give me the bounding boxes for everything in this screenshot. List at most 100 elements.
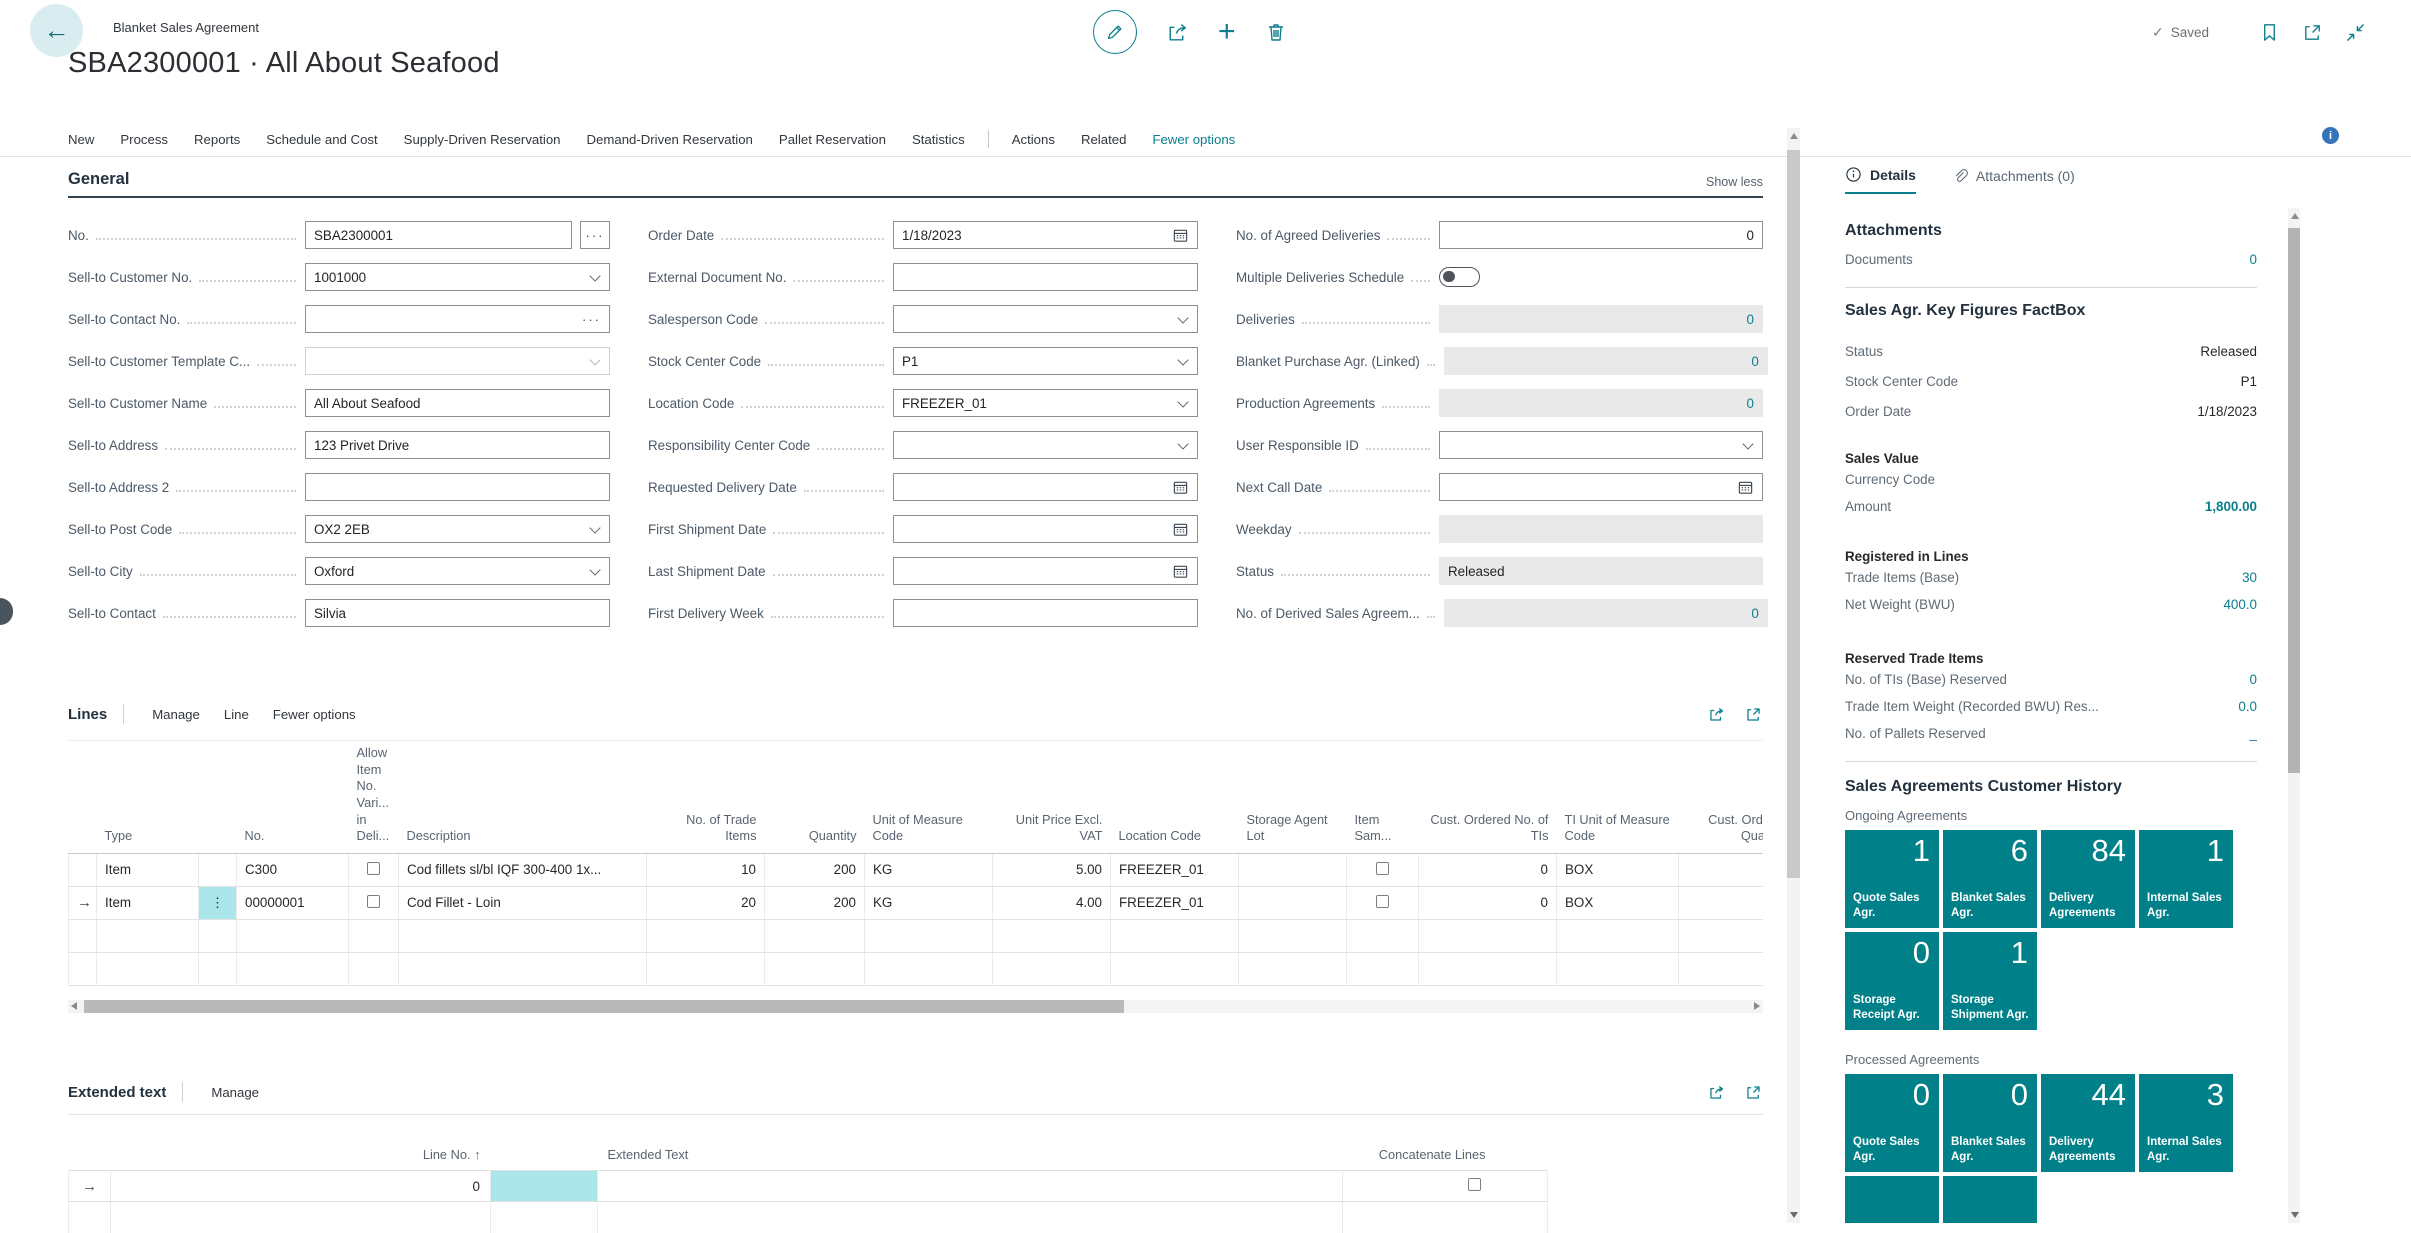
cue-partial[interactable] (1943, 1176, 2037, 1223)
menu-demand-driven-reservation[interactable]: Demand-Driven Reservation (586, 131, 753, 147)
first-delivery-week-field[interactable] (893, 599, 1198, 627)
assist-edit-icon[interactable]: ··· (582, 311, 601, 327)
calendar-icon[interactable] (1172, 521, 1189, 538)
cell-no-of-trade-items[interactable]: 20 (646, 886, 765, 920)
col-allow-variance[interactable]: Allow Item No. Vari... in Deli... (348, 741, 399, 854)
col-item-sample[interactable]: Item Sam... (1346, 741, 1419, 854)
cell-storage-agent-lot[interactable] (1238, 886, 1347, 920)
cue-storage-receipt-agr[interactable]: 0 Storage Receipt Agr. (1845, 932, 1939, 1030)
col-quantity[interactable]: Quantity (764, 741, 865, 854)
back-button[interactable]: ← (30, 4, 83, 57)
last-shipment-date-field[interactable] (893, 557, 1198, 585)
menu-new[interactable]: New (68, 131, 95, 147)
sell-to-customer-name-field[interactable]: All About Seafood (305, 389, 610, 417)
calendar-icon[interactable] (1172, 563, 1189, 580)
next-call-date-field[interactable] (1439, 473, 1763, 501)
cell-ti-unit-of-measure[interactable]: BOX (1556, 886, 1679, 920)
row-more-options-button[interactable]: ⋮ (198, 886, 237, 920)
scroll-up-icon[interactable] (1789, 133, 1798, 139)
sell-to-address-2-field[interactable] (305, 473, 610, 501)
scroll-down-icon[interactable] (2290, 1212, 2299, 1218)
cell-allow-variance[interactable] (348, 886, 399, 920)
assist-edit-button[interactable]: ··· (580, 221, 610, 249)
responsibility-center-code-field[interactable] (893, 431, 1198, 459)
pane-handle[interactable] (0, 598, 13, 625)
cell-description[interactable]: Cod Fillet - Loin (398, 886, 647, 920)
tab-attachments[interactable]: Attachments (0) (1952, 166, 2075, 194)
menu-schedule-and-cost[interactable]: Schedule and Cost (266, 131, 378, 147)
sell-to-contact-no-field[interactable]: ··· (305, 305, 610, 333)
col-cust-ordered-tis[interactable]: Cust. Ordered No. of TIs (1418, 741, 1557, 854)
open-in-window-icon[interactable] (1744, 705, 1763, 724)
extended-manage-menu[interactable]: Manage (211, 1084, 260, 1100)
horizontal-scrollbar[interactable] (68, 999, 1763, 1013)
external-document-no-field[interactable] (893, 263, 1198, 291)
main-vertical-scrollbar[interactable] (1787, 128, 1800, 1223)
cue-partial[interactable] (1845, 1176, 1939, 1223)
location-code-field[interactable]: FREEZER_01 (893, 389, 1198, 417)
user-responsible-id-field[interactable] (1439, 431, 1763, 459)
chevron-down-icon[interactable] (1178, 398, 1189, 409)
scroll-right-icon[interactable] (1754, 1002, 1760, 1011)
calendar-icon[interactable] (1172, 227, 1189, 244)
no-of-derived-sales-agreements-field[interactable]: 0 (1443, 599, 1768, 627)
collapse-icon[interactable] (2344, 21, 2367, 44)
amount-link[interactable]: 1,800.00 (2204, 499, 2257, 514)
salesperson-code-field[interactable] (893, 305, 1198, 333)
col-cust-ordered-quantity[interactable]: Cust. Ordered Quantity (1678, 741, 1763, 854)
order-date-field[interactable]: 1/18/2023 (893, 221, 1198, 249)
scroll-up-icon[interactable] (2290, 213, 2299, 219)
table-row-empty[interactable] (68, 952, 1763, 986)
checkbox[interactable] (367, 894, 380, 908)
chevron-down-icon[interactable] (1178, 440, 1189, 451)
col-no[interactable]: No. (236, 741, 349, 854)
chevron-down-icon[interactable] (590, 524, 601, 535)
cell-no-of-trade-items[interactable]: 10 (646, 853, 765, 887)
table-row-selected[interactable]: → Item ⋮ 00000001 Cod Fillet - Loin 20 2… (68, 886, 1763, 920)
menu-related[interactable]: Related (1080, 131, 1127, 147)
menu-process[interactable]: Process (120, 131, 169, 147)
cell-unit-of-measure[interactable]: KG (864, 853, 993, 887)
deliveries-field[interactable]: 0 (1439, 305, 1763, 333)
menu-reports[interactable]: Reports (194, 131, 241, 147)
cell-item-sample[interactable] (1346, 886, 1419, 920)
col-type[interactable]: Type (96, 741, 199, 854)
selected-cell[interactable] (490, 1170, 598, 1202)
show-less-button[interactable]: Show less (1706, 175, 1763, 189)
factbox-vertical-scrollbar[interactable] (2288, 208, 2300, 1223)
menu-pallet-reservation[interactable]: Pallet Reservation (778, 131, 886, 147)
sell-to-contact-field[interactable]: Silvia (305, 599, 610, 627)
chevron-down-icon[interactable] (590, 566, 601, 577)
col-description[interactable]: Description (398, 741, 647, 854)
col-location-code[interactable]: Location Code (1110, 741, 1239, 854)
col-no-of-trade-items[interactable]: No. of Trade Items (646, 741, 765, 854)
trade-items-link[interactable]: 30 (2242, 570, 2257, 585)
cell-line-no[interactable]: 0 (110, 1170, 491, 1202)
lines-line-menu[interactable]: Line (223, 706, 249, 722)
chevron-down-icon[interactable] (1743, 440, 1754, 451)
menu-statistics[interactable]: Statistics (911, 131, 965, 147)
row-selector-cell[interactable] (68, 853, 97, 887)
table-row-empty[interactable] (68, 919, 1763, 953)
cell-cust-ordered-quantity[interactable]: 0 (1678, 853, 1763, 887)
cell-description[interactable]: Cod fillets sl/bl IQF 300-400 1x... (398, 853, 647, 887)
cue-quote-sales-agr[interactable]: 0 Quote Sales Agr. (1845, 1074, 1939, 1172)
sell-to-address-field[interactable]: 123 Privet Drive (305, 431, 610, 459)
cell-quantity[interactable]: 200 (764, 853, 865, 887)
share-icon[interactable] (1707, 1083, 1726, 1102)
cell-no[interactable]: C300 (236, 853, 349, 887)
cell-location-code[interactable]: FREEZER_01 (1110, 853, 1239, 887)
open-in-window-icon[interactable] (2301, 21, 2324, 44)
blanket-purchase-agr-linked-field[interactable]: 0 (1443, 347, 1768, 375)
cell-unit-price[interactable]: 4.00 (992, 886, 1111, 920)
stock-center-code-field[interactable]: P1 (893, 347, 1198, 375)
cell-type[interactable]: Item (96, 886, 199, 920)
col-storage-agent-lot[interactable]: Storage Agent Lot (1238, 741, 1347, 854)
production-agreements-field[interactable]: 0 (1439, 389, 1763, 417)
cue-blanket-sales-agr[interactable]: 0 Blanket Sales Agr. (1943, 1074, 2037, 1172)
scrollbar-thumb[interactable] (2288, 228, 2300, 773)
col-concatenate-lines[interactable]: Concatenate Lines (1378, 1147, 1486, 1162)
new-button[interactable]: + (1218, 15, 1236, 48)
share-icon[interactable] (1707, 705, 1726, 724)
calendar-icon[interactable] (1737, 479, 1754, 496)
